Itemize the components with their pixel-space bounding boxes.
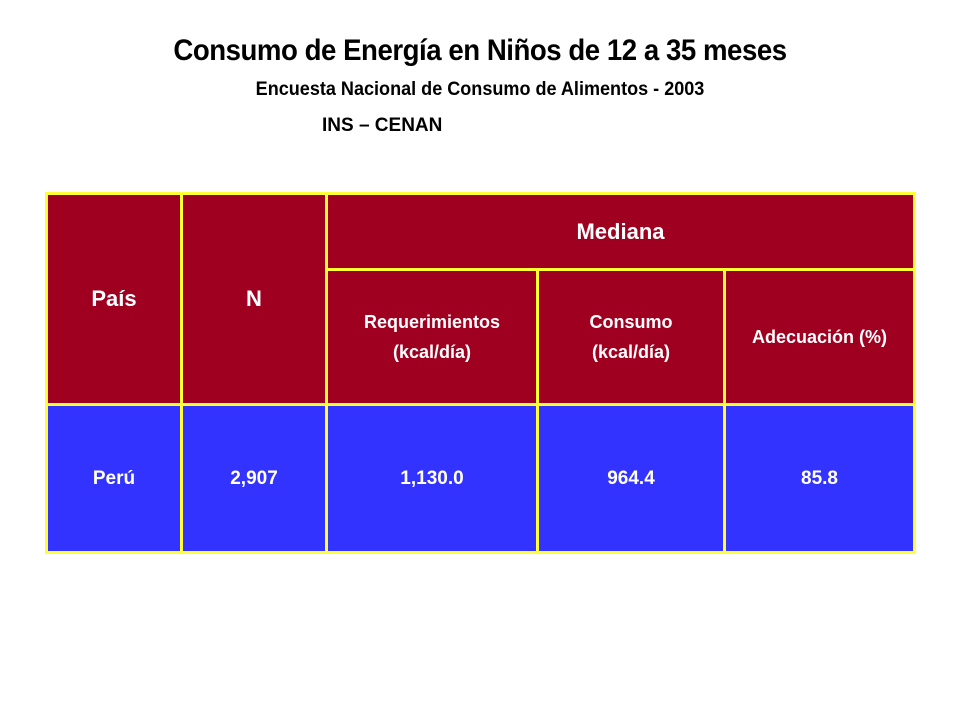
cell-adecuacion: 85.8 [723, 403, 916, 554]
header-adecuacion: Adecuación (%) [723, 268, 916, 406]
energy-consumption-table: País N Mediana Requerimientos (kcal/día)… [45, 192, 916, 554]
header-row-2: Requerimientos (kcal/día) Consumo (kcal/… [47, 268, 916, 406]
header-requerimientos-line1: Requerimientos [363, 312, 501, 332]
header-consumo-line2: (kcal/día) [591, 342, 671, 362]
page-subtitle: Encuesta Nacional de Consumo de Alimento… [255, 79, 705, 100]
header-consumo: Consumo (kcal/día) [536, 268, 726, 406]
source-label: INS – CENAN [322, 115, 443, 136]
cell-requerimientos: 1,130.0 [325, 403, 539, 554]
header-requerimientos: Requerimientos (kcal/día) [325, 268, 539, 406]
header-row-1: País N Mediana [45, 192, 916, 406]
header-mediana: Mediana [325, 192, 916, 271]
table-row: Perú 2,907 1,130.0 964.4 85.8 [45, 403, 916, 554]
cell-consumo: 964.4 [536, 403, 726, 554]
header-n: N [180, 192, 328, 406]
header-requerimientos-line2: (kcal/día) [392, 342, 472, 362]
cell-pais: Perú [45, 403, 183, 554]
header-pais: País [45, 192, 183, 406]
page-title: Consumo de Energía en Niños de 12 a 35 m… [173, 34, 787, 67]
cell-n: 2,907 [180, 403, 328, 554]
header-consumo-line1: Consumo [589, 312, 673, 332]
